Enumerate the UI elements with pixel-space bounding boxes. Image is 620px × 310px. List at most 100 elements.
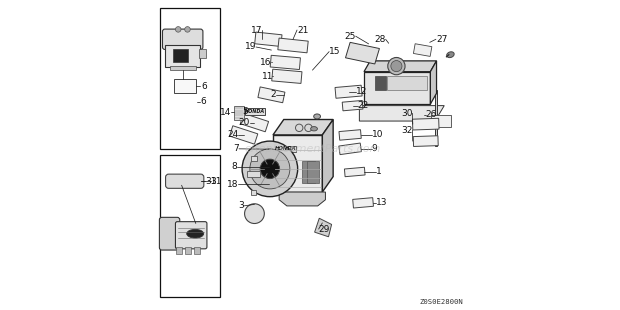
Polygon shape xyxy=(279,192,326,206)
Bar xyxy=(234,106,244,120)
Bar xyxy=(251,156,257,161)
Bar xyxy=(303,161,314,183)
Bar xyxy=(275,146,296,152)
Bar xyxy=(241,113,268,132)
Text: 14: 14 xyxy=(220,108,231,117)
Text: 32: 32 xyxy=(401,126,412,135)
FancyBboxPatch shape xyxy=(166,174,204,188)
Circle shape xyxy=(250,149,290,189)
Text: 29: 29 xyxy=(319,224,330,233)
Bar xyxy=(342,100,363,111)
Circle shape xyxy=(264,163,275,175)
Circle shape xyxy=(175,27,181,32)
Bar xyxy=(160,155,220,297)
Text: 20: 20 xyxy=(239,118,250,127)
Bar xyxy=(160,8,220,149)
Bar xyxy=(255,32,282,46)
Polygon shape xyxy=(430,61,436,104)
Ellipse shape xyxy=(446,52,454,58)
Text: Z0S0E2800N: Z0S0E2800N xyxy=(419,299,463,305)
Bar xyxy=(175,247,182,254)
Bar xyxy=(247,171,260,177)
Text: 16: 16 xyxy=(260,58,272,67)
Polygon shape xyxy=(360,106,445,121)
Text: 2: 2 xyxy=(270,90,276,99)
Bar xyxy=(272,69,302,83)
Bar xyxy=(170,66,196,70)
Polygon shape xyxy=(314,218,332,237)
Bar xyxy=(194,247,200,254)
Text: 19: 19 xyxy=(244,42,256,51)
Bar xyxy=(185,247,191,254)
Text: 26: 26 xyxy=(426,110,437,119)
Text: 1: 1 xyxy=(376,167,382,176)
Bar xyxy=(278,38,308,53)
Text: 6: 6 xyxy=(200,97,206,106)
Text: 9: 9 xyxy=(372,144,378,153)
Text: 27: 27 xyxy=(436,35,447,44)
Text: 18: 18 xyxy=(227,180,239,189)
Text: 31: 31 xyxy=(205,177,217,186)
Bar xyxy=(270,55,301,69)
Bar xyxy=(165,46,200,67)
Bar xyxy=(414,44,432,56)
Polygon shape xyxy=(273,120,333,135)
Text: 5: 5 xyxy=(242,107,248,116)
Bar xyxy=(364,72,430,104)
Ellipse shape xyxy=(314,114,321,119)
Bar xyxy=(307,161,319,183)
Text: 17: 17 xyxy=(250,25,262,34)
Text: 30: 30 xyxy=(401,109,412,118)
Bar xyxy=(435,90,436,146)
Text: 25: 25 xyxy=(344,32,356,41)
FancyBboxPatch shape xyxy=(159,217,180,250)
Text: 15: 15 xyxy=(329,47,340,56)
Text: HONDA: HONDA xyxy=(275,146,296,151)
Bar xyxy=(251,190,256,195)
Text: 3: 3 xyxy=(238,202,244,210)
Bar xyxy=(174,79,196,93)
Circle shape xyxy=(244,204,264,224)
Bar xyxy=(335,85,362,98)
Bar xyxy=(353,198,373,208)
Text: 11: 11 xyxy=(262,72,273,81)
Bar xyxy=(431,115,451,127)
Bar xyxy=(172,50,188,62)
Text: 13: 13 xyxy=(376,198,388,207)
Polygon shape xyxy=(273,135,322,192)
Text: 8: 8 xyxy=(232,162,237,171)
Circle shape xyxy=(260,159,280,179)
Bar xyxy=(229,126,258,144)
Polygon shape xyxy=(345,42,379,64)
FancyBboxPatch shape xyxy=(175,222,207,249)
Bar xyxy=(339,130,361,140)
Text: 22: 22 xyxy=(358,101,369,110)
Bar xyxy=(339,143,361,155)
Text: 21: 21 xyxy=(297,25,308,34)
Text: 28: 28 xyxy=(374,35,386,44)
Polygon shape xyxy=(364,61,436,72)
Text: HONDA: HONDA xyxy=(245,109,265,114)
FancyBboxPatch shape xyxy=(162,29,203,50)
Text: 12: 12 xyxy=(356,87,368,96)
Bar xyxy=(199,49,206,58)
Text: 6: 6 xyxy=(202,82,207,91)
Circle shape xyxy=(391,60,402,72)
Bar xyxy=(375,76,386,90)
Text: 24: 24 xyxy=(227,131,239,140)
Text: 7: 7 xyxy=(233,144,239,153)
Ellipse shape xyxy=(187,229,204,238)
Bar xyxy=(245,108,265,115)
Bar xyxy=(387,76,427,90)
Circle shape xyxy=(242,141,298,197)
Bar xyxy=(413,136,438,147)
Bar xyxy=(345,167,365,177)
Ellipse shape xyxy=(311,126,317,131)
Text: 10: 10 xyxy=(372,131,383,140)
Circle shape xyxy=(185,27,190,32)
Polygon shape xyxy=(322,120,333,192)
Text: eReplacementParts.com: eReplacementParts.com xyxy=(245,144,381,154)
Bar xyxy=(258,87,285,103)
Text: 31: 31 xyxy=(211,177,222,186)
Bar xyxy=(412,118,439,130)
